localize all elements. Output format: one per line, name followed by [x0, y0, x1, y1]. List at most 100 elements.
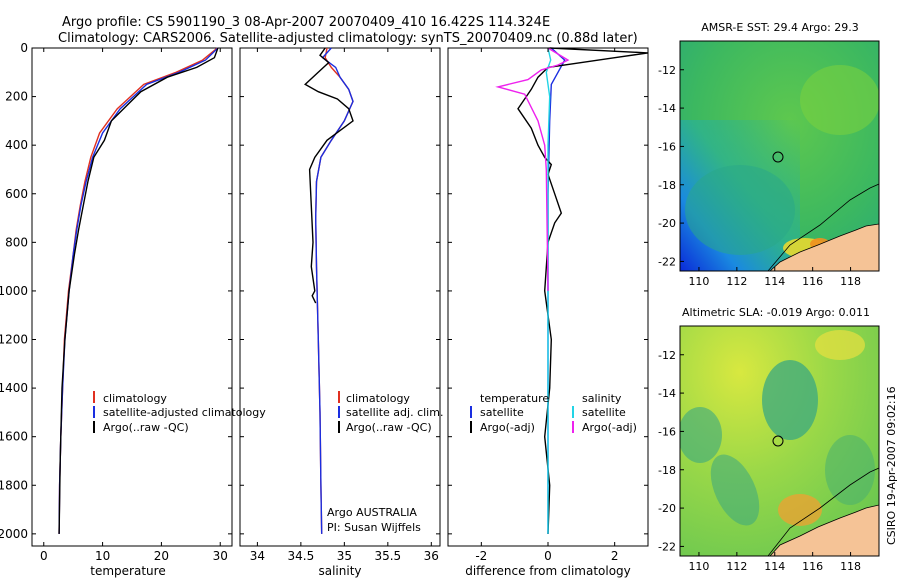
difference-legend: temperature satellite Argo(-adj) salinit…	[470, 392, 637, 434]
legend-swatch-argo	[93, 421, 95, 433]
legend-label-climatology: climatology	[346, 392, 410, 405]
x-tick-label: 34	[250, 549, 265, 563]
series-line-temperature-satellite	[547, 47, 566, 534]
depth-tick-label: 200	[5, 90, 28, 104]
depth-tick-label: 400	[5, 138, 28, 152]
map-lat-label: -12	[658, 64, 676, 77]
sla-map-axes: 110 112 114 116 118 -12 -14 -16 -18 -20 -22	[658, 349, 861, 573]
map-lon-label: 112	[726, 560, 747, 573]
legend-swatch-sal-argo	[572, 421, 574, 433]
sst-map-title: AMSR-E SST: 29.4 Argo: 29.3	[701, 21, 859, 34]
temperature-legend: climatology satellite-adjusted climatolo…	[93, 391, 266, 434]
map-lat-label: -22	[658, 255, 676, 268]
salinity-depth-ticks	[240, 47, 440, 535]
x-tick-label: -2	[475, 549, 487, 563]
legend-label-sal-argo: Argo(-adj)	[582, 421, 637, 434]
legend-swatch-temp-satellite	[470, 406, 472, 418]
series-line-temperature-argo-adj-	[517, 47, 649, 534]
depth-axis: 0 200 400 600 800 1000 1200 1400 1600 1800 2000	[0, 41, 232, 541]
series-line-salinity-argo-adj-	[495, 47, 570, 291]
legend-label-argo: Argo(..raw -QC)	[103, 421, 189, 434]
sla-map-title: Altimetric SLA: -0.019 Argo: 0.011	[682, 306, 870, 319]
x-tick-label: 35.5	[374, 549, 401, 563]
temperature-series	[58, 47, 219, 534]
legend-swatch-satellite	[93, 406, 95, 418]
legend-swatch-satellite	[338, 406, 340, 418]
sst-bathymetry-contour	[767, 183, 879, 271]
legend-label-argo: Argo(..raw -QC)	[346, 421, 432, 434]
map-lon-label: 118	[840, 560, 861, 573]
depth-tick-label: 1400	[0, 381, 28, 395]
legend-label-temp-argo: Argo(-adj)	[480, 421, 535, 434]
salinity-axes-frame	[239, 47, 441, 547]
depth-tick-label: 1200	[0, 333, 28, 347]
temperature-x-axis: 0 10 20 30	[40, 48, 228, 563]
map-lat-label: -20	[658, 217, 676, 230]
difference-xlabel: difference from climatology	[465, 564, 631, 578]
depth-tick-label: 800	[5, 235, 28, 249]
salinity-legend: climatology satellite adj. clim. Argo(..…	[338, 391, 443, 434]
map-lon-label: 114	[764, 560, 785, 573]
legend-label-climatology: climatology	[103, 392, 167, 405]
map-lon-label: 110	[688, 275, 709, 288]
map-lat-label: -18	[658, 464, 676, 477]
sst-argo-position-marker	[772, 151, 784, 163]
temperature-xlabel: temperature	[90, 564, 165, 578]
legend-label-temp-satellite: satellite	[480, 406, 524, 419]
difference-panel: -2 0 2 difference from climatology tempera…	[447, 47, 649, 578]
series-line-argo-raw-qc-	[58, 47, 219, 534]
sst-map-field	[680, 41, 879, 271]
x-tick-label: 2	[611, 549, 619, 563]
x-tick-label: 10	[95, 549, 110, 563]
depth-tick-label: 600	[5, 187, 28, 201]
sla-map-frame	[679, 325, 880, 557]
map-lat-label: -18	[658, 179, 676, 192]
sla-map: Altimetric SLA: -0.019 Argo: 0.011 110 11…	[658, 306, 880, 573]
map-lon-label: 116	[802, 560, 823, 573]
map-lat-label: -14	[658, 102, 676, 115]
argo-australia-label: Argo AUSTRALIA	[327, 506, 417, 519]
x-tick-label: 20	[154, 549, 169, 563]
x-tick-label: 35	[337, 549, 352, 563]
legend-swatch-sal-satellite	[572, 406, 574, 418]
map-lat-label: -16	[658, 140, 676, 153]
legend-swatch-temp-argo	[470, 421, 472, 433]
legend-swatch-climatology	[338, 391, 340, 403]
temperature-panel: 0 200 400 600 800 1000 1200 1400 1600 1800 2000 0 1…	[0, 41, 266, 578]
sst-map: AMSR-E SST: 29.4 Argo: 29.3 110 112 114 116…	[658, 21, 880, 288]
depth-tick-label: 1600	[0, 430, 28, 444]
sla-map-field	[680, 326, 879, 556]
series-line-climatology	[58, 47, 218, 534]
map-lon-label: 118	[840, 275, 861, 288]
series-line-argo-raw-qc-	[304, 47, 354, 304]
map-lat-label: -20	[658, 502, 676, 515]
sst-map-frame	[679, 40, 880, 272]
legend-label-satellite: satellite adj. clim.	[346, 406, 443, 419]
legend-salinity-heading: salinity	[582, 392, 622, 405]
csiro-timestamp-label: CSIRO 19-Apr-2007 09:02:16	[885, 386, 898, 545]
legend-swatch-climatology	[93, 391, 95, 403]
x-tick-label: 0	[544, 549, 552, 563]
difference-depth-ticks	[448, 47, 648, 535]
map-lat-label: -22	[658, 540, 676, 553]
sla-bathymetry-contour	[767, 467, 879, 556]
difference-x-axis: -2 0 2	[475, 48, 618, 563]
sst-map-axes: 110 112 114 116 118 -12 -14 -16 -18 -20 -22	[658, 64, 861, 288]
depth-tick-label: 2000	[0, 527, 28, 541]
x-tick-label: 30	[213, 549, 228, 563]
legend-temperature-heading: temperature	[480, 392, 549, 405]
depth-tick-label: 0	[20, 41, 28, 55]
figure-title-line2: Climatology: CARS2006. Satellite-adjuste…	[58, 31, 638, 46]
temperature-axes-frame	[31, 47, 233, 547]
x-tick-label: 34.5	[288, 549, 315, 563]
sla-land	[769, 504, 879, 556]
legend-swatch-argo	[338, 421, 340, 433]
pi-label: PI: Susan Wijffels	[327, 521, 421, 534]
map-lon-label: 110	[688, 560, 709, 573]
series-line-salinity-satellite	[545, 47, 552, 534]
sst-land	[769, 223, 879, 271]
x-tick-label: 0	[40, 549, 48, 563]
salinity-x-axis: 34 34.5 35 35.5 36	[250, 48, 439, 563]
